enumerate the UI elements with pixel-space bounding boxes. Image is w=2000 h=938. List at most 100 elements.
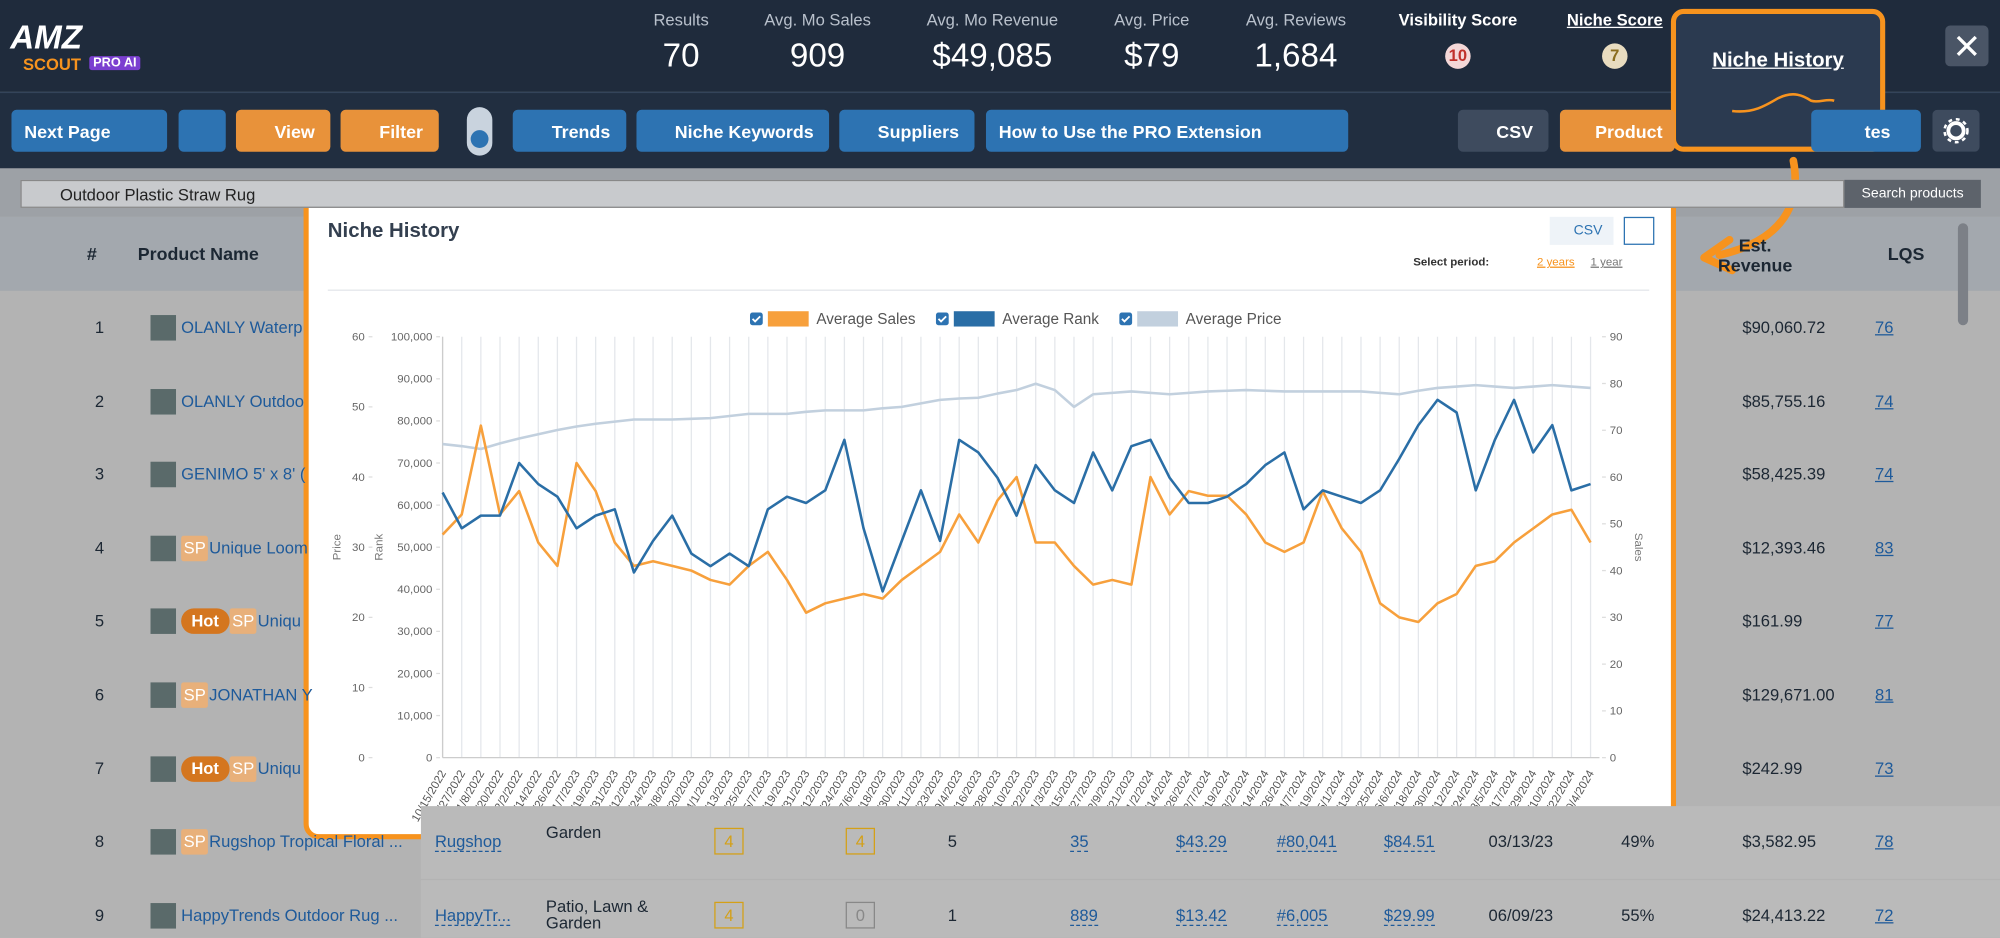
product-name[interactable]: Rugshop Tropical Floral ... — [209, 831, 403, 852]
modal-close[interactable] — [1623, 216, 1655, 245]
axis-label: Sales — [1632, 533, 1644, 562]
toolbar-button[interactable]: Suppliers — [839, 109, 975, 152]
y-tick-label: 30,000 — [397, 626, 432, 638]
product-name[interactable]: OLANLY Outdoo — [181, 391, 305, 411]
cell: 5 — [947, 831, 957, 852]
cell[interactable]: 35 — [1070, 831, 1089, 853]
pointer-arrow — [1700, 156, 1799, 275]
legend-label: Average Sales — [816, 311, 916, 328]
lqs[interactable]: 72 — [1874, 905, 1894, 925]
product-name[interactable]: HappyTrends Outdoor Rug ... — [181, 905, 399, 925]
y-tick-label: 0 — [358, 752, 364, 764]
est-revenue: $129,671.00 — [1742, 684, 1835, 705]
cell: 4 — [714, 901, 744, 929]
lqs[interactable]: 74 — [1874, 464, 1894, 484]
row-toggle — [8, 834, 18, 844]
product-name[interactable]: OLANLY Waterp — [181, 317, 303, 337]
lqs[interactable]: 77 — [1874, 611, 1894, 631]
toolbar-button[interactable]: Next Page — [11, 109, 168, 152]
legend-check — [937, 315, 947, 323]
thumbnail — [150, 829, 177, 855]
row-num: 9 — [94, 905, 105, 925]
settings-icon[interactable] — [1932, 109, 1980, 152]
lqs[interactable]: 83 — [1874, 538, 1894, 558]
column-header: Product Name — [137, 243, 259, 265]
toolbar-button[interactable]: How to Use the PRO Extension — [985, 109, 1349, 152]
toolbar-button[interactable]: tes — [1811, 109, 1921, 152]
refresh-button[interactable] — [178, 109, 226, 152]
toolbar-button[interactable]: Filter — [340, 109, 439, 152]
y-tick-label: 80 — [1610, 378, 1623, 390]
y-tick-label: 70 — [1610, 425, 1623, 437]
est-revenue: $90,060.72 — [1742, 317, 1826, 337]
product-name[interactable]: Unique Loom — [209, 538, 308, 558]
popup-label[interactable]: Niche History — [1712, 49, 1844, 72]
cell[interactable]: #80,041 — [1276, 831, 1337, 853]
y-tick-label: 50 — [1610, 519, 1623, 531]
y-tick-label: 0 — [426, 752, 432, 764]
lqs[interactable]: 76 — [1874, 317, 1894, 337]
toolbar-button[interactable]: View — [235, 109, 331, 152]
stat-label: Avg. Reviews — [1245, 10, 1346, 30]
cell[interactable]: $84.51 — [1383, 831, 1435, 853]
stat-value: $49,085 — [932, 35, 1053, 74]
product-name[interactable]: JONATHAN Y — [209, 684, 313, 705]
legend-label: Average Price — [1186, 311, 1282, 328]
cell[interactable]: Rugshop — [434, 831, 502, 853]
row-num: 1 — [94, 317, 105, 337]
cell[interactable]: 889 — [1070, 905, 1098, 926]
y-tick-label: 10,000 — [397, 710, 432, 722]
stat-value: 1,684 — [1254, 35, 1338, 74]
search-button[interactable]: Search products — [1844, 179, 1981, 208]
cell[interactable]: #6,005 — [1276, 905, 1328, 926]
legend-label: Average Rank — [1002, 311, 1099, 328]
period-option[interactable]: 2 years — [1536, 255, 1575, 268]
period-option[interactable]: 1 year — [1590, 255, 1623, 268]
product-name[interactable]: GENIMO 5' x 8' ( — [181, 464, 306, 484]
header-bar — [0, 0, 2000, 92]
toggle-knob — [470, 130, 489, 148]
cell[interactable]: $43.29 — [1176, 831, 1227, 853]
cell[interactable]: HappyTr... — [434, 905, 511, 926]
row-bg — [420, 879, 2000, 938]
est-revenue: $24,413.22 — [1742, 905, 1826, 925]
lqs[interactable]: 78 — [1874, 831, 1894, 852]
est-revenue: $3,582.95 — [1742, 831, 1817, 852]
toolbar-button[interactable]: Niche Keywords — [636, 109, 830, 152]
lqs[interactable]: 81 — [1874, 684, 1894, 705]
toolbar-button[interactable]: Trends — [512, 109, 627, 152]
legend-checkbox — [935, 312, 949, 326]
product-name[interactable]: Uniqu — [257, 758, 301, 778]
stat-label: Avg. Mo Sales — [764, 10, 871, 30]
row-toggle — [8, 908, 18, 918]
y-tick-label: 20 — [352, 612, 365, 624]
thumbnail — [150, 461, 177, 488]
y-tick-label: 80,000 — [397, 416, 432, 428]
est-revenue: $242.99 — [1742, 758, 1803, 778]
cell[interactable]: $13.42 — [1176, 905, 1227, 926]
lqs[interactable]: 74 — [1874, 391, 1894, 411]
y-tick-label: 40 — [352, 472, 365, 484]
thumbnail — [150, 608, 177, 635]
close-button[interactable] — [1945, 25, 1989, 67]
stat-label: Visibility Score — [1398, 10, 1518, 30]
score-badge: 7 — [1602, 43, 1628, 69]
logo-main: AMZ — [10, 17, 83, 57]
cell: 0 — [845, 901, 875, 929]
cell[interactable]: $29.99 — [1383, 905, 1435, 926]
row-toggle — [8, 320, 18, 330]
stat-label: Avg. Price — [1114, 10, 1190, 30]
y-tick-label: 60 — [1610, 472, 1623, 484]
csv-button[interactable]: CSV — [1549, 216, 1614, 245]
toolbar-button[interactable]: CSV — [1457, 109, 1549, 152]
row-num: 8 — [94, 831, 105, 852]
y-tick-label: 40 — [1610, 565, 1623, 577]
cell: 4 — [845, 828, 875, 855]
toolbar-button[interactable]: Product — [1559, 109, 1675, 152]
row-num: 3 — [94, 464, 105, 484]
cell: 1 — [947, 905, 957, 925]
y-tick-label: 30 — [352, 542, 365, 554]
lqs[interactable]: 73 — [1874, 758, 1894, 778]
product-name[interactable]: Uniqu — [257, 611, 301, 631]
search-input[interactable]: Outdoor Plastic Straw Rug — [20, 179, 1845, 208]
